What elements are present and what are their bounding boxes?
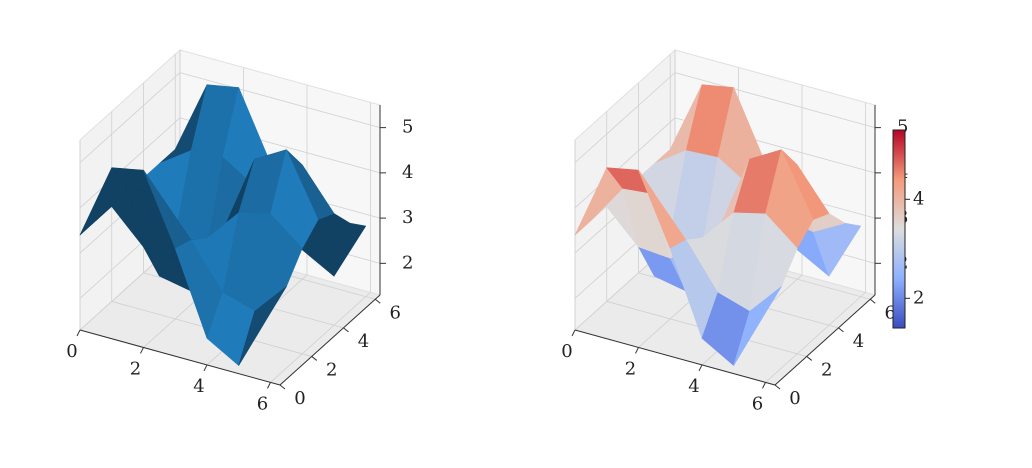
z-tick-label: 3: [402, 207, 413, 228]
tick-mark: [374, 298, 381, 304]
y-tick-label: 4: [853, 331, 864, 352]
surface-patch: [238, 286, 287, 366]
tick-mark: [76, 329, 81, 337]
z-tick-label: 2: [402, 252, 413, 273]
tick-mark: [343, 327, 349, 333]
grid-line: [79, 117, 181, 209]
tick-mark: [140, 347, 144, 354]
x-tick-label: 4: [193, 376, 204, 397]
grid-line: [270, 292, 371, 383]
surface-patch: [733, 286, 782, 366]
grid-line: [765, 292, 866, 383]
tick-mark: [869, 298, 876, 304]
axis-line: [79, 329, 281, 386]
tick-mark: [267, 382, 271, 389]
x-tick-label: 6: [752, 393, 763, 414]
y-tick-label: 0: [294, 388, 305, 409]
axis-line: [774, 294, 876, 386]
tick-mark: [279, 384, 286, 390]
axis-line: [279, 294, 381, 386]
tick-mark: [203, 364, 208, 372]
tick-mark: [571, 329, 576, 337]
tick-mark: [698, 364, 703, 372]
x-tick-label: 2: [130, 358, 141, 379]
colorbar-tick-label: 4: [913, 188, 924, 209]
y-tick-label: 2: [326, 359, 337, 380]
x-tick-label: 0: [66, 341, 77, 362]
tick-mark: [838, 327, 844, 333]
grid-line: [574, 117, 676, 209]
axis-line: [574, 329, 776, 386]
y-tick-label: 4: [358, 331, 369, 352]
tick-mark: [806, 356, 813, 361]
colorbar: [892, 129, 906, 329]
tick-mark: [762, 382, 766, 389]
y-tick-label: 6: [885, 302, 896, 323]
x-tick-label: 4: [688, 376, 699, 397]
colorbar-tick-label: 2: [913, 287, 924, 308]
tick-mark: [774, 384, 781, 390]
y-tick-label: 6: [390, 302, 401, 323]
grid-line: [179, 72, 381, 129]
z-tick-label: 5: [402, 117, 413, 138]
x-tick-label: 0: [561, 341, 572, 362]
grid-line: [674, 72, 876, 129]
x-tick-label: 2: [625, 358, 636, 379]
grid-line: [79, 72, 181, 163]
tick-mark: [635, 347, 639, 354]
z-tick-label: 5: [897, 117, 908, 138]
z-tick-label: 4: [402, 162, 413, 183]
x-tick-label: 6: [257, 393, 268, 414]
tick-mark: [311, 356, 318, 361]
y-tick-label: 2: [821, 359, 832, 380]
grid-line: [574, 72, 676, 163]
y-tick-label: 0: [789, 388, 800, 409]
